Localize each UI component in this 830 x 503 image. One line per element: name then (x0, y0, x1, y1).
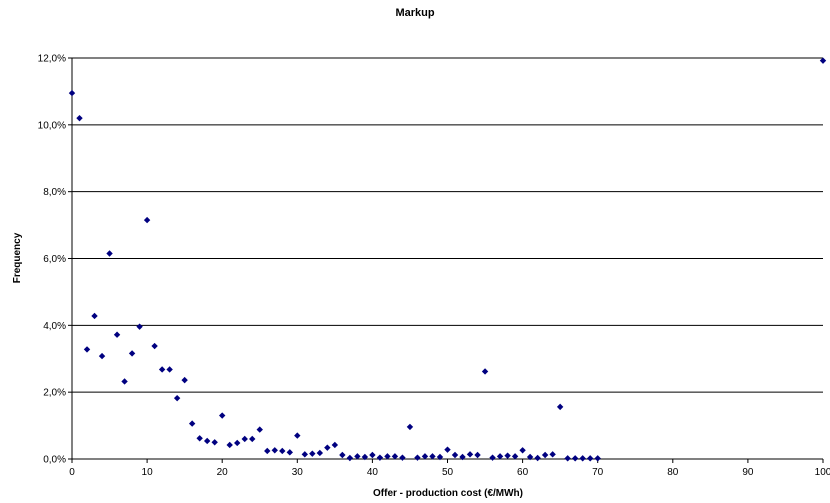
x-tick-label: 40 (367, 467, 379, 478)
data-point (286, 449, 293, 456)
data-point (571, 455, 579, 462)
data-point (526, 453, 534, 461)
data-point (444, 446, 451, 453)
data-point (68, 89, 76, 97)
data-point (279, 447, 286, 455)
data-point (346, 454, 354, 462)
x-tick-label: 70 (592, 467, 604, 478)
y-tick-label: 6,0% (43, 254, 66, 265)
y-tick-label: 4,0% (43, 321, 66, 332)
data-point (459, 453, 466, 461)
data-point (481, 368, 489, 375)
data-point (421, 453, 429, 460)
data-point (541, 451, 549, 459)
data-point (264, 447, 271, 455)
data-point (564, 455, 571, 462)
y-tick-label: 10,0% (38, 120, 66, 131)
data-point (113, 331, 121, 338)
data-point (173, 394, 181, 402)
data-point (466, 451, 474, 458)
x-tick-label: 50 (442, 467, 454, 478)
data-point (158, 366, 166, 373)
data-point (271, 447, 278, 454)
x-tick-label: 0 (69, 467, 75, 478)
data-point (399, 454, 406, 461)
data-point (534, 454, 541, 462)
chart-title: Markup (395, 7, 434, 19)
data-point (594, 455, 601, 462)
y-tick-label: 12,0% (38, 54, 66, 65)
x-tick-label: 80 (667, 467, 679, 478)
x-tick-labels: 0 10 20 30 40 50 60 70 80 90 100 (69, 467, 830, 478)
x-tick-label: 100 (815, 467, 830, 478)
data-point (504, 452, 511, 459)
data-point (188, 420, 196, 427)
x-axis-label: Offer - production cost (€/MWh) (373, 488, 523, 499)
data-point (83, 346, 91, 353)
data-point (181, 376, 188, 384)
data-point (76, 114, 83, 122)
x-tick-label: 60 (517, 467, 529, 478)
data-point (316, 449, 324, 457)
data-point (376, 454, 384, 461)
data-points (68, 57, 827, 462)
data-point (406, 423, 414, 431)
data-point (451, 451, 459, 459)
data-point (234, 439, 241, 447)
data-point (249, 435, 256, 443)
data-point (128, 350, 136, 357)
y-tick-label: 0,0% (43, 455, 66, 466)
data-point (309, 450, 316, 457)
data-point (91, 312, 98, 320)
data-point (354, 453, 361, 460)
data-point (256, 426, 263, 433)
data-point (361, 453, 369, 461)
data-point (414, 454, 421, 461)
data-point (511, 453, 519, 460)
data-point (98, 352, 106, 360)
y-tick-label: 8,0% (43, 187, 66, 198)
data-point (474, 451, 481, 459)
gridlines (72, 57, 823, 393)
data-point (579, 455, 586, 462)
y-tick-labels: 0,0% 2,0% 4,0% 6,0% 8,0% 10,0% 12,0% (38, 54, 66, 466)
data-point (166, 366, 173, 373)
data-point (519, 447, 526, 454)
data-point (391, 453, 399, 460)
data-point (339, 451, 346, 459)
x-tick-label: 10 (142, 467, 154, 478)
data-point (369, 451, 376, 459)
data-point (496, 453, 504, 460)
data-point (121, 378, 128, 385)
data-point (429, 453, 436, 460)
data-point (324, 444, 331, 451)
data-point (203, 437, 211, 445)
data-point (106, 250, 113, 257)
data-point (226, 441, 233, 449)
data-point (556, 403, 564, 411)
y-axis-label: Frequency (12, 232, 23, 283)
data-point (586, 455, 594, 462)
data-point (436, 453, 444, 461)
data-point (219, 412, 226, 419)
x-tick-label: 20 (217, 467, 229, 478)
data-point (819, 57, 827, 64)
data-point (241, 435, 248, 443)
data-point (301, 451, 309, 458)
data-point (294, 432, 301, 439)
data-point (211, 439, 218, 446)
data-point (331, 441, 339, 449)
data-point (136, 323, 143, 330)
data-point (549, 451, 556, 458)
data-point (384, 453, 391, 460)
x-tick-label: 90 (742, 467, 754, 478)
data-point (143, 216, 151, 224)
y-tick-label: 2,0% (43, 388, 66, 399)
data-point (196, 435, 203, 442)
axes (68, 57, 824, 463)
x-tick-label: 30 (292, 467, 304, 478)
data-point (489, 454, 496, 461)
data-point (151, 342, 158, 350)
